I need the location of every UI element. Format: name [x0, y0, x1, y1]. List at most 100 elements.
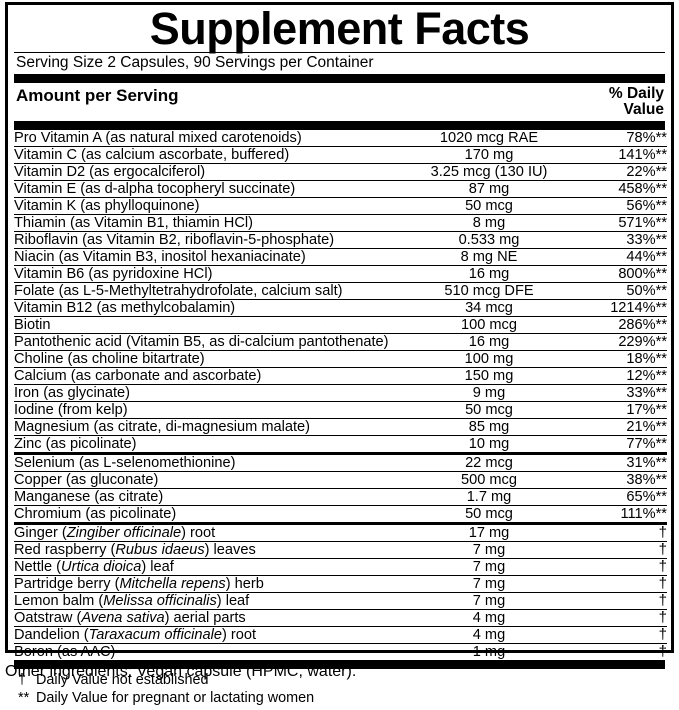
nutrient-amount: 9 mg — [409, 384, 569, 402]
nutrient-name: Lemon balm (Melissa officinalis) leaf — [14, 592, 409, 610]
nutrient-daily-value: 18%** — [569, 350, 667, 368]
nutrient-daily-value: † — [569, 626, 667, 644]
nutrient-amount: 16 mg — [409, 333, 569, 351]
nutrient-daily-value: 111%** — [569, 505, 667, 524]
table-row: Vitamin C (as calcium ascorbate, buffere… — [14, 146, 667, 164]
nutrient-name: Thiamin (as Vitamin B1, thiamin HCl) — [14, 214, 409, 232]
nutrient-name: Partridge berry (Mitchella repens) herb — [14, 575, 409, 593]
table-row: Ginger (Zingiber officinale) root 17 mg † — [14, 522, 667, 542]
nutrient-amount: 100 mcg — [409, 316, 569, 334]
nutrient-name: Pro Vitamin A (as natural mixed caroteno… — [14, 130, 302, 146]
nutrient-amount: 22 mcg — [409, 452, 569, 472]
nutrient-name: Selenium (as L-selenomethionine) — [14, 452, 409, 472]
nutrient-name: Zinc (as picolinate) — [14, 435, 409, 454]
nutrient-amount: 16 mg — [409, 265, 569, 283]
nutrient-daily-value: 286%** — [569, 316, 667, 334]
nutrient-amount: 0.533 mg — [409, 231, 569, 249]
nutrient-amount: 34 mcg — [409, 299, 569, 317]
nutrient-name: Nettle (Urtica dioica) leaf — [14, 558, 409, 576]
botanical-name: Mitchella repens — [119, 576, 226, 593]
table-row: Magnesium (as citrate, di-magnesium mala… — [14, 418, 667, 436]
nutrient-amount: 8 mg — [409, 214, 569, 232]
table-row: Calcium (as carbonate and ascorbate) 150 … — [14, 367, 667, 385]
table-row: Niacin (as Vitamin B3, inositol hexaniac… — [14, 248, 667, 266]
amount-per-serving-label: Amount per Serving — [16, 86, 179, 105]
table-row: Boron (as AAC) 1 mg † — [14, 643, 667, 660]
nutrient-amount: 50 mcg — [409, 401, 569, 419]
table-row: Red raspberry (Rubus idaeus) leaves 7 mg † — [14, 541, 667, 559]
nutrient-name: Copper (as gluconate) — [14, 471, 409, 489]
nutrient-name: Chromium (as picolinate) — [14, 505, 409, 524]
nutrient-daily-value: 12%** — [569, 367, 667, 385]
label-inner: Supplement Facts Serving Size 2 Capsules… — [8, 5, 671, 710]
nutrient-name: Vitamin E (as d-alpha tocopheryl succina… — [14, 180, 409, 198]
table-row: Partridge berry (Mitchella repens) herb 7… — [14, 575, 667, 593]
table-row: Lemon balm (Melissa officinalis) leaf 7 m… — [14, 592, 667, 610]
nutrient-daily-value: † — [569, 541, 667, 559]
nutrient-amount: 8 mg NE — [409, 248, 569, 266]
nutrient-amount: 7 mg — [409, 541, 569, 559]
table-row: Iron (as glycinate) 9 mg 33%** — [14, 384, 667, 402]
nutrient-amount: 500 mcg — [409, 471, 569, 489]
nutrient-name: Vitamin K (as phylloquinone) — [14, 197, 409, 215]
nutrient-amount: 7 mg — [409, 592, 569, 610]
nutrient-amount: 4 mg — [409, 609, 569, 627]
table-row: Copper (as gluconate) 500 mcg 38%** — [14, 471, 667, 489]
nutrient-name: Choline (as choline bitartrate) — [14, 350, 409, 368]
nutrient-amount: 87 mg — [409, 180, 569, 198]
nutrient-daily-value: † — [569, 609, 667, 627]
table-row: Oatstraw (Avena sativa) aerial parts 4 mg… — [14, 609, 667, 627]
table-row: Nettle (Urtica dioica) leaf 7 mg † — [14, 558, 667, 576]
nutrient-name: Iron (as glycinate) — [14, 384, 409, 402]
table-row: Vitamin K (as phylloquinone) 50 mcg 56%** — [14, 197, 667, 215]
label-panel: Supplement Facts Serving Size 2 Capsules… — [5, 2, 674, 706]
botanical-name: Urtica dioica — [61, 559, 142, 576]
divider-under-title — [14, 52, 665, 53]
nutrient-amount: 1020 mcg RAE — [439, 130, 539, 146]
other-ingredients-text: Other ingredients: Vegan capsule (HPMC, … — [5, 663, 357, 680]
nutrient-table-body: Pro Vitamin A (as natural mixed caroteno… — [14, 130, 667, 660]
nutrient-amount: 1.7 mg — [409, 488, 569, 506]
daily-value-header: % Daily Value — [609, 86, 664, 118]
nutrient-daily-value: 77%** — [569, 435, 667, 454]
table-row: Selenium (as L-selenomethionine) 22 mcg 31… — [14, 452, 667, 472]
nutrient-daily-value: 17%** — [569, 401, 667, 419]
nutrient-name: Vitamin B12 (as methylcobalamin) — [14, 299, 409, 317]
nutrient-daily-value: † — [569, 575, 667, 593]
footnote-text: Daily Value not established — [36, 672, 209, 688]
nutrient-name: Niacin (as Vitamin B3, inositol hexaniac… — [14, 248, 409, 266]
nutrient-name: Magnesium (as citrate, di-magnesium mala… — [14, 418, 409, 436]
nutrient-amount: 1 mg — [409, 643, 569, 660]
serving-size-text: Serving Size 2 Capsules, 90 Servings per… — [16, 54, 374, 71]
nutrient-amount: 10 mg — [409, 435, 569, 454]
nutrient-name: Folate (as L-5-Methyltetrahydrofolate, c… — [14, 282, 409, 300]
nutrient-amount: 150 mg — [409, 367, 569, 385]
nutrient-name: Red raspberry (Rubus idaeus) leaves — [14, 541, 409, 559]
nutrient-amount: 17 mg — [409, 522, 569, 542]
nutrient-daily-value: 50%** — [569, 282, 667, 300]
table-row: Dandelion (Taraxacum officinale) root 4 m… — [14, 626, 667, 644]
nutrient-daily-value: 31%** — [569, 452, 667, 472]
nutrient-name: Riboflavin (as Vitamin B2, riboflavin-5-… — [14, 231, 409, 249]
nutrient-amount: 50 mcg — [409, 505, 569, 524]
table-row: Manganese (as citrate) 1.7 mg 65%** — [14, 488, 667, 506]
divider-thick-top — [14, 74, 665, 83]
table-row: Zinc (as picolinate) 10 mg 77%** — [14, 435, 667, 454]
nutrient-table: Pro Vitamin A (as natural mixed caroteno… — [14, 130, 667, 660]
botanical-name: Melissa officinalis — [103, 593, 217, 610]
footnote-symbol: † — [18, 672, 27, 688]
nutrient-daily-value: 65%** — [569, 488, 667, 506]
nutrient-daily-value: 56%** — [569, 197, 667, 215]
footnote-line: † Daily Value not established — [18, 671, 663, 689]
nutrient-amount: 510 mcg DFE — [409, 282, 569, 300]
nutrient-amount: 50 mcg — [409, 197, 569, 215]
nutrient-amount: 7 mg — [409, 575, 569, 593]
nutrient-name: Vitamin B6 (as pyridoxine HCl) — [14, 265, 409, 283]
footnote-text: Daily Value for pregnant or lactating wo… — [36, 690, 315, 706]
nutrient-name: Vitamin D2 (as ergocalciferol) — [14, 163, 409, 181]
table-row: Vitamin D2 (as ergocalciferol) 3.25 mcg (… — [14, 163, 667, 181]
nutrient-name: Calcium (as carbonate and ascorbate) — [14, 367, 409, 385]
nutrient-name: Boron (as AAC) — [14, 643, 409, 660]
table-row: Chromium (as picolinate) 50 mcg 111%** — [14, 505, 667, 524]
nutrient-daily-value: 229%** — [569, 333, 667, 351]
